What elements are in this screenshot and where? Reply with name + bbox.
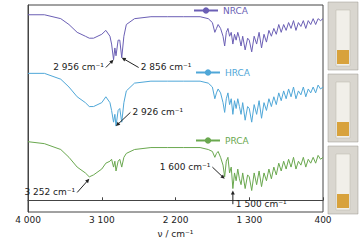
svg-text:NRCA: NRCA <box>223 6 249 16</box>
svg-text:400: 400 <box>314 215 331 225</box>
svg-text:2 856 cm⁻¹: 2 856 cm⁻¹ <box>141 62 192 72</box>
svg-text:ν / cm⁻¹: ν / cm⁻¹ <box>158 229 194 239</box>
svg-text:1 500 cm⁻¹: 1 500 cm⁻¹ <box>236 199 287 209</box>
svg-text:HRCA: HRCA <box>225 68 251 78</box>
svg-text:1 600 cm⁻¹: 1 600 cm⁻¹ <box>160 162 211 172</box>
svg-text:3 100: 3 100 <box>89 215 115 225</box>
svg-text:2 956 cm⁻¹: 2 956 cm⁻¹ <box>53 62 104 72</box>
svg-text:3 252 cm⁻¹: 3 252 cm⁻¹ <box>24 187 75 197</box>
svg-text:PRCA: PRCA <box>225 136 250 146</box>
svg-text:1 300: 1 300 <box>236 215 262 225</box>
svg-text:2 926 cm⁻¹: 2 926 cm⁻¹ <box>132 107 183 117</box>
svg-text:2 200: 2 200 <box>163 215 189 225</box>
svg-text:4 000: 4 000 <box>15 215 41 225</box>
